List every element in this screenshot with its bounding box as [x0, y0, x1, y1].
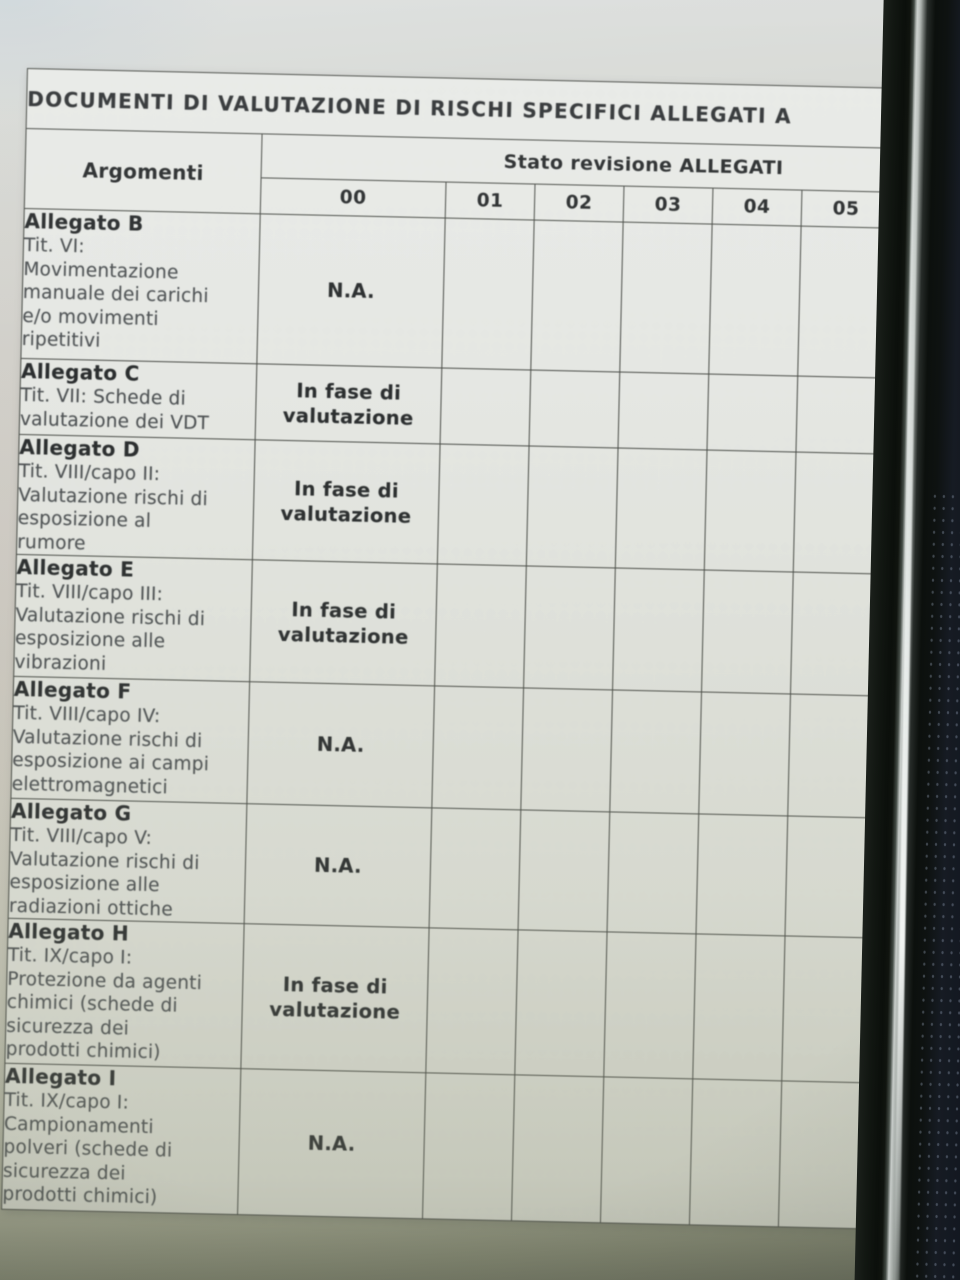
- paper-sheet: DOCUMENTI DI VALUTAZIONE DI RISCHI SPECI…: [1, 68, 960, 1233]
- row-status: N.A.: [246, 681, 435, 808]
- table-row-allegato-g: Allegato G Tit. VIII/capo V: Valutazione…: [8, 798, 960, 941]
- row-status: In fase di valutazione: [252, 439, 441, 564]
- row-status: In fase di valutazione: [240, 923, 430, 1073]
- row-status: N.A.: [237, 1068, 426, 1219]
- table-row-allegato-f: Allegato F Tit. VIII/capo IV: Valutazion…: [10, 676, 960, 822]
- revision-col-05: 05: [801, 190, 891, 229]
- table-row-allegato-b: Allegato B Tit. VI: Movimentazione manua…: [20, 208, 960, 382]
- row-status: N.A.: [256, 213, 446, 368]
- row-description: Tit. VI: Movimentazione manuale dei cari…: [21, 234, 209, 352]
- row-status: N.A.: [244, 803, 432, 928]
- table-row-allegato-e: Allegato E Tit. VIII/capo III: Valutazio…: [13, 554, 960, 700]
- row-description: Tit. IX/capo I: Protezione da agenti chi…: [5, 944, 203, 1064]
- row-description: Tit. VIII/capo II: Valutazione rischi di…: [17, 460, 209, 554]
- row-description: Tit. VIII/capo III: Valutazione rischi d…: [14, 580, 206, 675]
- row-description: Tit. VII: Schede di valutazione dei VDT: [19, 384, 210, 434]
- row-status: In fase di valutazione: [249, 559, 438, 686]
- row-status: In fase di valutazione: [255, 363, 442, 444]
- table-row-allegato-i: Allegato I Tit. IX/capo I: Campionamenti…: [1, 1063, 960, 1232]
- row-description: Tit. IX/capo I: Campionamenti polveri (s…: [2, 1089, 173, 1209]
- revision-col-01: 01: [445, 182, 535, 221]
- revision-col-03: 03: [623, 186, 713, 225]
- revision-col-04: 04: [712, 188, 802, 227]
- row-description: Tit. VIII/capo V: Valutazione rischi di …: [8, 824, 200, 921]
- fabric-texture: [911, 490, 960, 1280]
- risk-documents-table: DOCUMENTI DI VALUTAZIONE DI RISCHI SPECI…: [1, 68, 960, 1233]
- topics-column-header: Argomenti: [24, 128, 263, 214]
- table-row-allegato-h: Allegato H Tit. IX/capo I: Protezione da…: [4, 918, 960, 1086]
- revision-col-00: 00: [260, 177, 447, 219]
- row-description: Tit. VIII/capo IV: Valutazione rischi di…: [11, 702, 210, 798]
- table-row-allegato-d: Allegato D Tit. VIII/capo II: Valutazion…: [16, 434, 960, 578]
- revision-col-02: 02: [534, 184, 624, 223]
